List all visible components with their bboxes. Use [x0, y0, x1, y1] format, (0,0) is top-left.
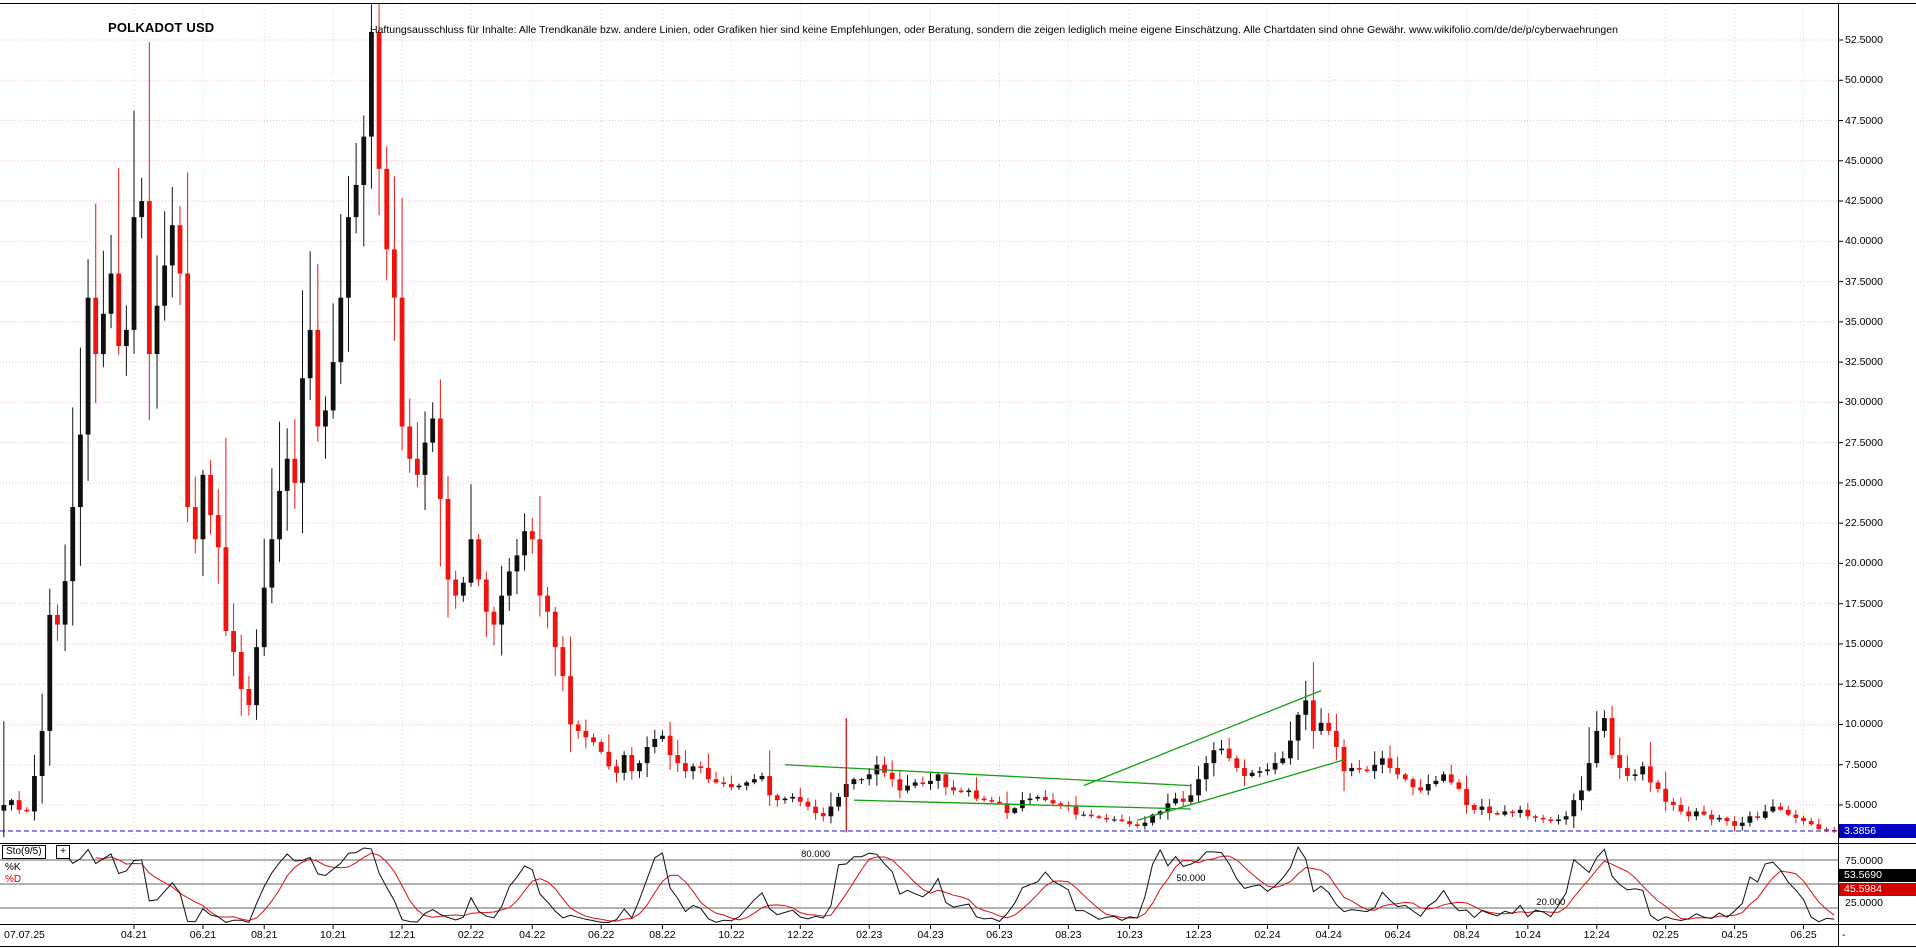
- sto-axis-low-label: 25.0000: [1845, 897, 1883, 909]
- price-tick-label: 32.5000: [1845, 356, 1883, 369]
- date-label: 06.24: [1384, 929, 1411, 941]
- price-tick-label: 20.0000: [1845, 557, 1883, 570]
- date-label: 10.24: [1514, 929, 1541, 941]
- sto-d-value-badge: 45.5984: [1839, 883, 1916, 896]
- sto-level-label: 50.000: [1176, 873, 1206, 884]
- date-label: 04.22: [519, 929, 546, 941]
- price-tick-label: 10.0000: [1845, 718, 1883, 731]
- chart-title: POLKADOT USD: [108, 20, 215, 35]
- current-price-badge: 3.3856: [1839, 823, 1916, 838]
- date-label: 06.25: [1790, 929, 1817, 941]
- price-tick-label: 22.5000: [1845, 517, 1883, 530]
- date-label: 02.22: [457, 929, 485, 941]
- date-label: 04.23: [917, 929, 944, 941]
- date-axis-end-mark: -: [1842, 929, 1846, 941]
- date-label: 10.22: [718, 929, 745, 941]
- disclaimer-text: Haftungsausschluss für Inhalte: Alle Tre…: [370, 24, 1618, 36]
- date-label: 04.25: [1721, 929, 1748, 941]
- price-tick-label: 35.0000: [1845, 315, 1883, 328]
- date-label: 10.23: [1116, 929, 1143, 941]
- price-tick-label: 12.5000: [1845, 678, 1883, 691]
- sto-k-label: %K: [5, 862, 21, 873]
- date-label: 08.24: [1453, 929, 1480, 941]
- sto-k-value-badge: 53.5690: [1839, 869, 1916, 882]
- date-label: 02.23: [856, 929, 883, 941]
- trendlines-layer: [784, 690, 1345, 833]
- date-label: 12.24: [1583, 929, 1610, 941]
- price-tick-label: 15.0000: [1845, 637, 1883, 650]
- price-tick-label: 42.5000: [1845, 195, 1883, 208]
- grid-layer: [0, 5, 1843, 929]
- date-label: 04.24: [1315, 929, 1342, 941]
- date-label: 08.23: [1055, 929, 1082, 941]
- sto-axis-high-label: 75.0000: [1845, 855, 1883, 867]
- stochastic-layer: [0, 845, 1838, 924]
- price-tick-label: 50.0000: [1845, 74, 1883, 87]
- sto-level-label: 80.000: [801, 849, 831, 860]
- date-label: 08.21: [251, 929, 278, 941]
- price-tick-label: 27.5000: [1845, 436, 1883, 449]
- sto-indicator-label[interactable]: Sto(9/5): [2, 845, 46, 859]
- date-label: 08.22: [649, 929, 676, 941]
- price-tick-label: 52.5000: [1845, 34, 1883, 46]
- date-label: 12.21: [388, 929, 416, 941]
- date-label: 12.23: [1185, 929, 1212, 941]
- sto-d-label: %D: [5, 874, 22, 885]
- date-label: 02.24: [1254, 929, 1281, 941]
- sto-level-label: 20.000: [1536, 897, 1566, 908]
- price-tick-label: 40.0000: [1845, 235, 1883, 248]
- sto-add-button[interactable]: +: [56, 845, 70, 859]
- date-label: 02.25: [1652, 929, 1679, 941]
- date-label: 12.22: [787, 929, 814, 941]
- frame-layer: [0, 3, 1916, 947]
- date-label: 04.21: [120, 929, 148, 941]
- price-tick-label: 17.5000: [1845, 597, 1883, 610]
- candlestick-series: [1, 2, 1837, 838]
- date-label: 06.21: [189, 929, 217, 941]
- date-axis-start-label: 07.07.25: [4, 929, 45, 941]
- date-label: 10.21: [319, 929, 347, 941]
- price-tick-label: 37.5000: [1845, 275, 1883, 288]
- price-tick-label: 25.0000: [1845, 476, 1883, 489]
- price-tick-label: 47.5000: [1845, 114, 1883, 127]
- price-tick-label: 45.0000: [1845, 154, 1883, 167]
- price-tick-label: 7.5000: [1845, 758, 1878, 771]
- date-label: 06.22: [588, 929, 615, 941]
- price-tick-label: 5.0000: [1845, 798, 1878, 811]
- price-tick-label: 30.0000: [1845, 396, 1883, 409]
- date-label: 06.23: [986, 929, 1013, 941]
